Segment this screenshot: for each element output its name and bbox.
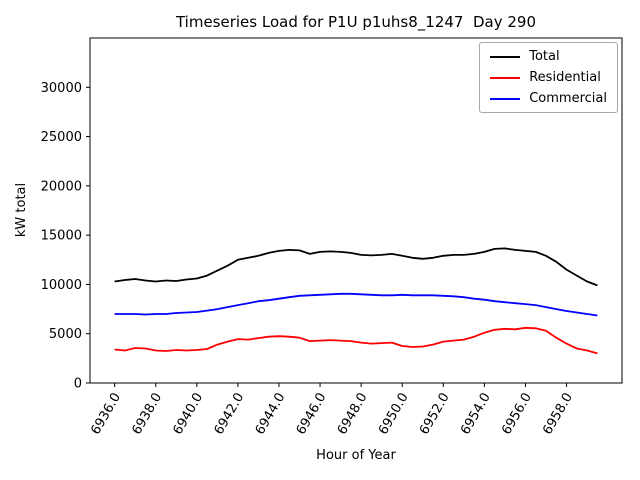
series-line-commercial xyxy=(114,292,598,317)
x-tick-label: 6954.0 xyxy=(458,391,494,438)
y-tick-label: 30000 xyxy=(41,81,82,96)
legend-line-swatch xyxy=(490,55,521,58)
y-tick-label: 20000 xyxy=(41,179,82,194)
x-tick-label: 6956.0 xyxy=(499,391,535,438)
legend: Total Residential Commercial xyxy=(479,42,618,113)
legend-line-swatch xyxy=(490,97,521,100)
x-tick-label: 6958.0 xyxy=(540,391,576,438)
y-tick-label: 25000 xyxy=(41,130,82,145)
y-tick-label: 0 xyxy=(74,377,82,392)
legend-line-swatch xyxy=(490,76,521,79)
x-axis-label: Hour of Year xyxy=(316,448,396,463)
x-tick-label: 6946.0 xyxy=(294,391,330,438)
x-tick-label: 6938.0 xyxy=(129,391,165,438)
legend-label: Commercial xyxy=(529,91,607,106)
legend-item-residential: Residential xyxy=(490,71,607,84)
x-tick-label: 6944.0 xyxy=(253,391,289,438)
x-tick-label: 6942.0 xyxy=(212,391,248,438)
x-tick-label: 6952.0 xyxy=(417,391,453,438)
legend-label: Residential xyxy=(529,70,601,85)
series-line-residential xyxy=(114,326,598,355)
x-tick-label: 6948.0 xyxy=(335,391,371,438)
axes-frame xyxy=(89,37,623,384)
legend-item-commercial: Commercial xyxy=(490,92,607,105)
legend-label: Total xyxy=(529,49,560,64)
legend-item-total: Total xyxy=(490,50,607,63)
x-tick-label: 6950.0 xyxy=(376,391,412,438)
y-axis-label: kW total xyxy=(14,182,29,238)
x-tick-label: 6940.0 xyxy=(171,391,207,438)
y-tick-label: 5000 xyxy=(49,327,82,342)
x-tick-label: 6936.0 xyxy=(88,391,124,438)
y-tick-label: 15000 xyxy=(41,229,82,244)
chart-title: Timeseries Load for P1U p1uhs8_1247 Day … xyxy=(175,13,537,31)
y-tick-label: 10000 xyxy=(41,278,82,293)
series-line-total xyxy=(114,247,598,287)
